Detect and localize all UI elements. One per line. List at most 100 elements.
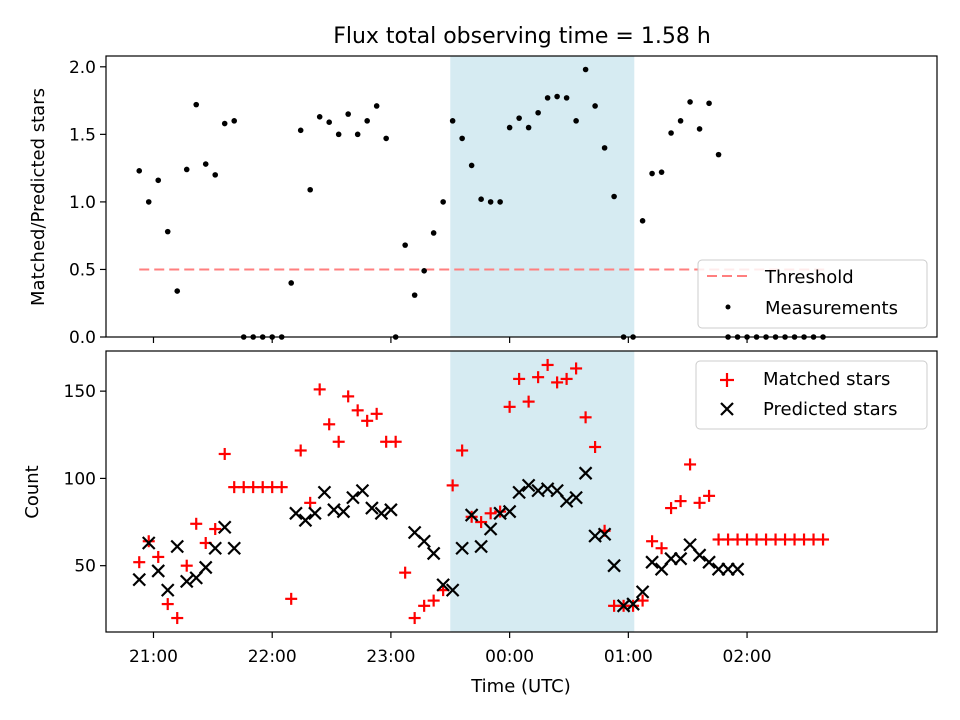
matched-point [370, 407, 383, 420]
figure-title: Flux total observing time = 1.58 h [333, 24, 711, 49]
matched-point [152, 550, 165, 563]
predicted-point [597, 527, 612, 542]
measurement-point [136, 168, 143, 174]
count-plot-frame [105, 350, 938, 633]
measurement-point [354, 131, 361, 138]
ratio-x-ticks [152, 337, 748, 343]
matched-point [579, 411, 592, 424]
measurement-point [497, 199, 503, 205]
predicted-point [355, 483, 370, 498]
matched-point [465, 510, 478, 523]
matched-point [171, 612, 184, 625]
matched-point [446, 479, 459, 492]
predicted-point [198, 560, 213, 575]
measurement-point [174, 288, 181, 294]
count-legend: Matched stars Predicted stars [695, 360, 928, 430]
measurement-point [715, 151, 722, 158]
predicted-point [141, 536, 156, 550]
measurement-point [383, 135, 389, 142]
x-tick-label: 23:00 [366, 647, 415, 667]
measurement-point [506, 124, 513, 131]
legend-measurements-swatch [725, 304, 731, 310]
predicted-point [607, 558, 621, 573]
predicted-point [645, 555, 659, 569]
matched-point [541, 358, 554, 371]
legend-measurements-label: Measurements [765, 298, 898, 319]
matched-point [703, 489, 716, 502]
matched-point [522, 395, 535, 408]
y-tick-label: 1.0 [69, 193, 96, 213]
predicted-point [346, 490, 360, 505]
measurement-point [411, 292, 418, 298]
predicted-point [559, 494, 574, 508]
predicted-point [702, 555, 716, 569]
legend-matched-swatch [720, 373, 734, 387]
y-tick-label: 150 [64, 382, 96, 402]
measurement-point [440, 199, 446, 205]
measurement-point [563, 95, 570, 101]
matched-point [684, 458, 697, 471]
predicted-point [436, 578, 450, 592]
measurement-point [212, 172, 219, 178]
predicted-point [289, 506, 303, 521]
count-y-axis: 50 100 150 [64, 382, 106, 577]
matched-point [190, 517, 203, 530]
predicted-point [445, 583, 460, 597]
matched-point [342, 390, 355, 403]
matched-point [389, 435, 402, 448]
legend-matched-label: Matched stars [763, 369, 890, 390]
measurement-point [639, 218, 646, 224]
predicted-point [179, 574, 194, 589]
ratio-y-label: Matched/Predicted stars [28, 88, 49, 306]
measurement-point [335, 131, 342, 138]
matched-point [560, 372, 573, 385]
matched-point [133, 556, 146, 569]
predicted-point [151, 564, 166, 578]
y-tick-label: 0.0 [69, 328, 96, 348]
measurement-point [430, 230, 437, 236]
measurement-point [193, 101, 200, 108]
matched-points [133, 358, 830, 625]
matched-point [161, 598, 174, 611]
predicted-point [521, 478, 536, 493]
matched-point [399, 566, 412, 579]
measurement-point [307, 186, 313, 193]
matched-point [674, 495, 687, 508]
predicted-point [569, 490, 583, 505]
matched-point [475, 516, 488, 529]
predicted-point [474, 539, 488, 554]
count-x-axis: 21:00 22:00 23:00 00:00 01:00 02:00 [129, 632, 772, 667]
legend-predicted-label: Predicted stars [763, 399, 897, 420]
y-tick-label: 2.0 [69, 58, 96, 78]
measurement-point [687, 99, 693, 105]
measurement-point [288, 280, 294, 286]
predicted-point [626, 597, 640, 611]
measurement-point [706, 100, 712, 107]
predicted-point [132, 572, 147, 587]
x-tick-label: 02:00 [723, 647, 772, 667]
matched-point [275, 481, 288, 494]
ratio-legend: Threshold Measurements [697, 259, 928, 329]
measurement-point [525, 124, 532, 131]
predicted-point [308, 506, 322, 521]
matched-point [285, 592, 298, 605]
matched-point [456, 444, 469, 457]
predicted-point [455, 541, 469, 556]
predicted-point [298, 513, 313, 528]
matched-point [180, 559, 193, 572]
measurement-point [658, 169, 665, 175]
matched-point [570, 362, 583, 375]
measurement-point [345, 111, 351, 117]
legend-predicted-swatch [720, 402, 734, 416]
predicted-point [512, 485, 526, 500]
matched-point [408, 612, 421, 625]
matched-point [532, 371, 545, 384]
matched-point [817, 533, 830, 546]
predicted-point [464, 508, 479, 522]
matched-point [304, 496, 317, 509]
x-axis-label: Time (UTC) [470, 676, 571, 697]
matched-point [627, 599, 640, 612]
measurement-point [668, 130, 674, 136]
predicted-point [483, 522, 498, 536]
